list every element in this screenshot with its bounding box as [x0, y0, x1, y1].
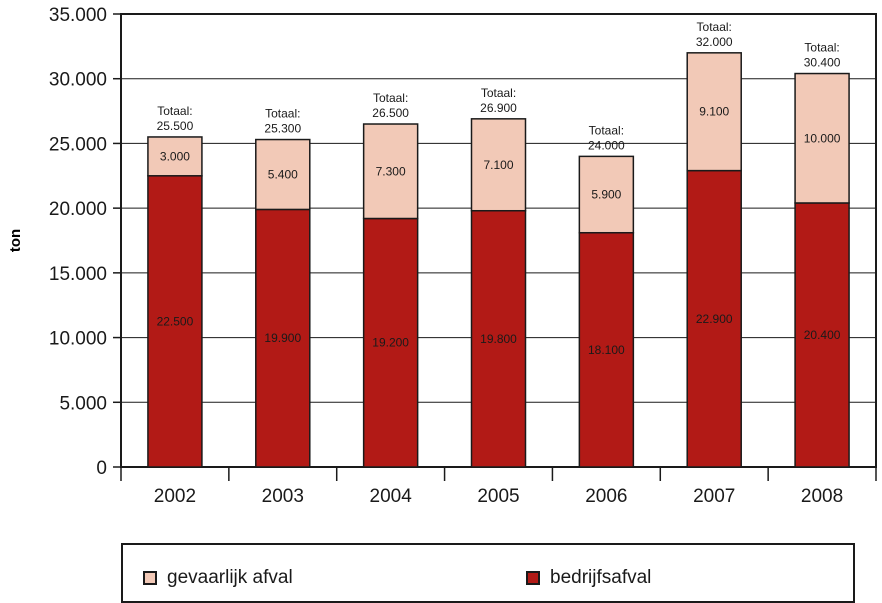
legend-label-bedrijfsafval: bedrijfsafval: [550, 567, 652, 588]
x-tick-label: 2008: [801, 486, 843, 507]
legend-label-gevaarlijk-afval: gevaarlijk afval: [167, 567, 293, 588]
total-prefix-label: Totaal:: [265, 107, 300, 121]
bar-value-label: 19.800: [480, 332, 517, 346]
bar-value-label: 22.500: [157, 314, 194, 328]
bar-value-label: 5.900: [591, 188, 621, 202]
total-prefix-label: Totaal:: [373, 91, 408, 105]
bar-segment-gevaarlijk-afval: [686, 52, 742, 172]
bar-segment-bedrijfsafval: [470, 209, 527, 468]
x-tick-label: 2007: [693, 486, 735, 507]
stacked-bar-chart: 0 5.000 10.000 15.000 20.000 25.000 30.000 35.0…: [7, 5, 877, 507]
bar-segment-bedrijfsafval: [578, 231, 635, 468]
total-value-label: 30.400: [804, 56, 841, 70]
bar-value-label: 7.300: [376, 164, 406, 178]
bar-segment-gevaarlijk-afval: [470, 118, 527, 212]
x-tick-label: 2003: [262, 486, 304, 507]
y-tick-label: 0: [96, 458, 107, 479]
bar-value-label: 18.100: [588, 343, 625, 357]
bar-value-label: 20.400: [804, 328, 841, 342]
bar-value-label: 10.000: [804, 131, 841, 145]
bar-segment-gevaarlijk-afval: [794, 72, 850, 204]
bar-segment-gevaarlijk-afval: [255, 138, 311, 211]
bar-segment-bedrijfsafval: [255, 208, 311, 468]
bar-value-label: 9.100: [699, 105, 729, 119]
bar-value-label: 5.400: [268, 167, 298, 181]
total-value-label: 32.000: [696, 35, 733, 49]
legend-item-bedrijfsafval: bedrijfsafval: [526, 567, 651, 589]
y-tick-label: 15.000: [49, 264, 107, 285]
y-tick-label: 10.000: [49, 329, 107, 350]
bar-segment-bedrijfsafval: [362, 217, 419, 468]
total-prefix-label: Totaal:: [804, 41, 839, 55]
total-value-label: 25.500: [157, 119, 194, 133]
legend-item-gevaarlijk-afval: gevaarlijk afval: [143, 567, 293, 589]
total-value-label: 24.000: [588, 138, 625, 152]
bar-segment-gevaarlijk-afval: [578, 155, 635, 234]
total-prefix-label: Totaal:: [481, 86, 516, 100]
bar-segment-gevaarlijk-afval: [362, 123, 419, 220]
y-axis-label: ton: [7, 229, 24, 252]
bar-segment-gevaarlijk-afval: [147, 136, 203, 177]
y-tick-label: 35.000: [49, 5, 107, 26]
total-value-label: 26.500: [372, 106, 409, 120]
total-value-label: 26.900: [480, 101, 517, 115]
bar-value-label: 19.200: [372, 336, 409, 350]
total-prefix-label: Totaal:: [157, 104, 192, 118]
y-tick-label: 30.000: [49, 70, 107, 91]
y-tick-label: 20.000: [49, 199, 107, 220]
bar-value-label: 3.000: [160, 149, 190, 163]
bar-value-label: 19.900: [264, 331, 301, 345]
y-tick-label: 5.000: [59, 393, 107, 414]
legend-swatch-gevaarlijk-afval: [143, 571, 157, 585]
x-tick-label: 2002: [154, 486, 196, 507]
x-tick-label: 2004: [370, 486, 413, 507]
bar-segment-bedrijfsafval: [686, 169, 742, 468]
bar-value-label: 7.100: [483, 158, 513, 172]
legend-swatch-bedrijfsafval: [526, 571, 540, 585]
total-value-label: 25.300: [264, 122, 301, 136]
bar-segment-bedrijfsafval: [794, 202, 850, 468]
total-prefix-label: Totaal:: [697, 20, 732, 34]
total-prefix-label: Totaal:: [589, 123, 624, 137]
x-tick-label: 2005: [477, 486, 519, 507]
bar-segment-bedrijfsafval: [147, 175, 203, 468]
legend: gevaarlijk afval bedrijfsafval: [121, 543, 855, 603]
bar-value-label: 22.900: [696, 312, 733, 326]
x-tick-label: 2006: [585, 486, 627, 507]
y-tick-label: 25.000: [49, 134, 107, 155]
